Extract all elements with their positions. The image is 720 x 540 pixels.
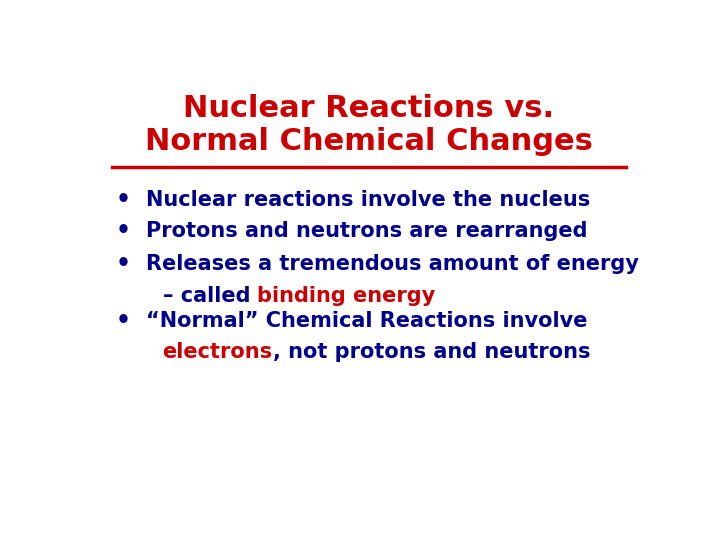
Text: Nuclear reactions involve the nucleus: Nuclear reactions involve the nucleus	[145, 190, 590, 210]
Text: •: •	[116, 219, 131, 243]
Text: Protons and neutrons are rearranged: Protons and neutrons are rearranged	[145, 221, 588, 241]
Text: electrons: electrons	[163, 342, 273, 362]
Text: Nuclear Reactions vs.: Nuclear Reactions vs.	[184, 94, 554, 123]
Text: •: •	[116, 308, 131, 333]
Text: •: •	[116, 252, 131, 276]
Text: “Normal” Chemical Reactions involve: “Normal” Chemical Reactions involve	[145, 310, 588, 330]
Text: , not protons and neutrons: , not protons and neutrons	[273, 342, 590, 362]
Text: – called: – called	[163, 286, 257, 306]
Text: binding energy: binding energy	[257, 286, 436, 306]
Text: •: •	[116, 188, 131, 212]
Text: Normal Chemical Changes: Normal Chemical Changes	[145, 127, 593, 156]
Text: Releases a tremendous amount of energy: Releases a tremendous amount of energy	[145, 254, 639, 274]
